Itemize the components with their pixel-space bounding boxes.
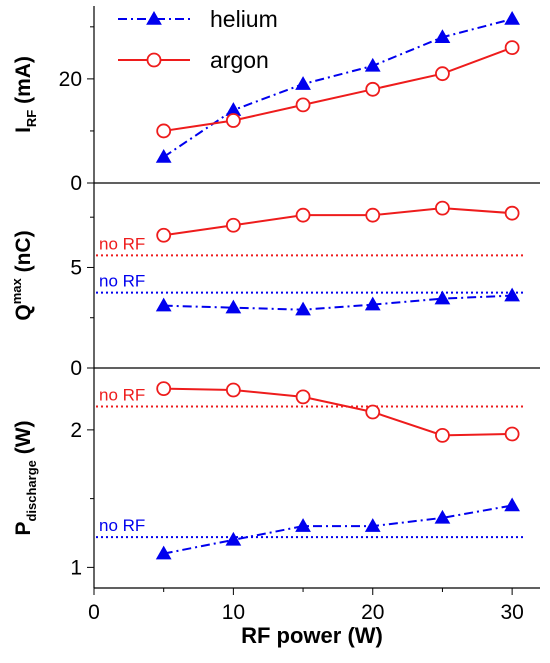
panel-irf-argon-point: [365, 81, 381, 97]
panel-irf-argon-point: [156, 123, 172, 139]
panel-irf-series-argon-line: [163, 46, 513, 132]
panel-qmax-helium-point: [434, 290, 451, 305]
panel-qmax-helium-point: [364, 296, 381, 311]
panel-pdis-helium-point: [295, 518, 311, 532]
panel-pdis-helium-point: [504, 497, 520, 512]
panel-pdis-argon-point: [504, 426, 520, 442]
panel-irf-y-label: IRF (mA): [12, 56, 39, 133]
panel-pdis-ytick-label: 2: [70, 419, 82, 442]
panel-qmax-argon-point: [365, 207, 381, 223]
x-axis-label: RF power (W): [241, 623, 383, 648]
x-tick-label: 30: [500, 601, 523, 624]
panel-irf-helium-point: [504, 11, 520, 25]
panel-pdis-argon-point: [225, 382, 241, 398]
panel-qmax-helium-point: [155, 297, 172, 312]
x-tick-label: 10: [222, 601, 245, 624]
panel-irf-helium-point: [434, 29, 451, 43]
panel-pdis-y-label: Pdischarge (W): [12, 420, 39, 535]
panel-qmax: 0 5 Qmax (nC) no RF no RF: [9, 183, 540, 380]
panel-pdis-helium-point: [155, 545, 172, 560]
panel-qmax-argon-point: [225, 217, 241, 233]
legend-helium-label: helium: [210, 6, 278, 32]
chart-panels: 0 20 IRF (mA) 0 5 Qmax (nC) no RF no RF 1 2 Pdisch…: [9, 6, 540, 589]
panel-irf-helium-point: [295, 76, 311, 90]
panel-irf: 0 20 IRF (mA): [12, 6, 540, 195]
panel-qmax-helium-point: [504, 287, 520, 302]
panel-pdis-helium-point: [364, 518, 381, 532]
panel-qmax-y-label: Qmax (nC): [9, 230, 35, 320]
panel-qmax-argon-point: [435, 200, 450, 216]
x-tick-label: 0: [88, 601, 100, 624]
panel-irf-ytick-label: 20: [59, 68, 82, 91]
x-tick-label: 20: [361, 601, 384, 624]
legend: helium argon: [118, 6, 278, 73]
panel-pdis-argon-point: [295, 389, 311, 405]
panel-qmax-series-helium-line: [163, 294, 513, 311]
panel-irf-ytick-label: 0: [70, 172, 82, 195]
panel-pdis-argon-point: [365, 404, 381, 420]
x-axis: 0 10 20 30: [88, 588, 524, 624]
panel-pdis-argon-point: [435, 427, 450, 443]
panel-pdis-series-helium-line: [163, 504, 513, 555]
panel-irf-helium-point: [364, 57, 381, 72]
panel-pdis-series-argon-line: [163, 387, 513, 437]
panel-pdis-argon-point: [156, 381, 172, 397]
panel-pdis-helium-point: [434, 509, 451, 524]
panel-qmax-ref-label-helium: no RF: [99, 272, 145, 291]
panel-qmax-series-argon-line: [163, 207, 513, 237]
panel-qmax-ref-label-argon: no RF: [99, 234, 145, 253]
legend-helium-marker: [146, 10, 162, 25]
panel-pdis-helium-point: [225, 531, 242, 546]
panel-pdis-ytick-label: 1: [70, 556, 82, 579]
legend-argon-marker: [146, 52, 162, 68]
panel-qmax-ytick-label: 5: [70, 256, 82, 279]
panel-qmax-argon-point: [156, 227, 172, 243]
panel-pdis: 1 2 Pdischarge (W) no RF no RF: [12, 368, 540, 589]
panel-irf-series-helium-line: [163, 18, 513, 158]
panel-qmax-ytick-label: 0: [70, 357, 82, 380]
panel-irf-argon-point: [295, 97, 311, 113]
panel-pdis-ref-label-helium: no RF: [99, 516, 145, 535]
panel-irf-argon-point: [435, 66, 450, 82]
panel-irf-argon-point: [225, 113, 241, 128]
panel-pdis-ref-label-argon: no RF: [99, 386, 145, 405]
panel-irf-argon-point: [504, 40, 520, 56]
panel-qmax-argon-point: [295, 207, 311, 223]
panel-qmax-helium-point: [295, 301, 311, 316]
panel-qmax-argon-point: [504, 205, 520, 221]
panel-qmax-helium-point: [225, 299, 242, 314]
legend-argon-label: argon: [210, 47, 269, 73]
panel-irf-helium-point: [155, 148, 172, 163]
